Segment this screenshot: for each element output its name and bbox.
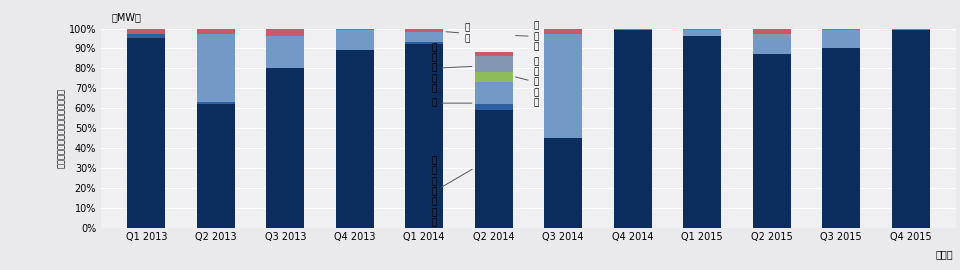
Bar [822,48,860,228]
Bar [474,56,513,72]
Bar [684,31,721,36]
Bar [127,38,165,228]
Bar [822,29,860,31]
Bar [474,52,513,56]
Bar [544,29,583,35]
Bar [892,29,930,31]
Text: （MW）: （MW） [111,12,141,22]
Bar [197,104,235,228]
Bar [613,29,652,31]
Bar [753,29,791,35]
Bar [684,36,721,228]
Bar [474,104,513,110]
Bar [266,68,304,228]
Bar [127,29,165,35]
Text: 亜
鉛: 亜 鉛 [446,24,469,43]
Bar [197,102,235,104]
Bar [197,29,235,35]
Bar [405,32,444,42]
Bar [822,31,860,48]
Text: ナ
ト
リ
ウ
ム: ナ ト リ ウ ム [516,57,540,107]
Text: バ
ナ
ジ
ウ
ム: バ ナ ジ ウ ム [431,43,472,94]
Bar [892,31,930,228]
Bar [405,45,444,228]
Bar [613,31,652,228]
Bar [266,29,304,36]
Bar [266,36,304,68]
Bar [336,29,373,31]
Bar [753,38,791,54]
Bar [336,31,373,50]
Y-axis label: 蓄電池種別からみた電力豯蔵導入量: 蓄電池種別からみた電力豯蔵導入量 [57,88,66,168]
Bar [753,35,791,38]
Text: リ
チ
ウ
ム
イ
オ
ン: リ チ ウ ム イ オ ン [431,156,472,227]
Bar [474,82,513,104]
Bar [197,35,235,102]
Bar [544,35,583,138]
Bar [336,50,373,228]
Bar [544,138,583,228]
Bar [405,42,444,45]
Text: そ
の
他: そ の 他 [516,22,540,51]
Bar [684,29,721,31]
Bar [753,54,791,228]
Text: 鉛: 鉛 [431,99,471,108]
Bar [474,110,513,228]
Text: （年）: （年） [935,249,953,259]
Bar [474,72,513,82]
Bar [127,35,165,38]
Bar [405,29,444,32]
